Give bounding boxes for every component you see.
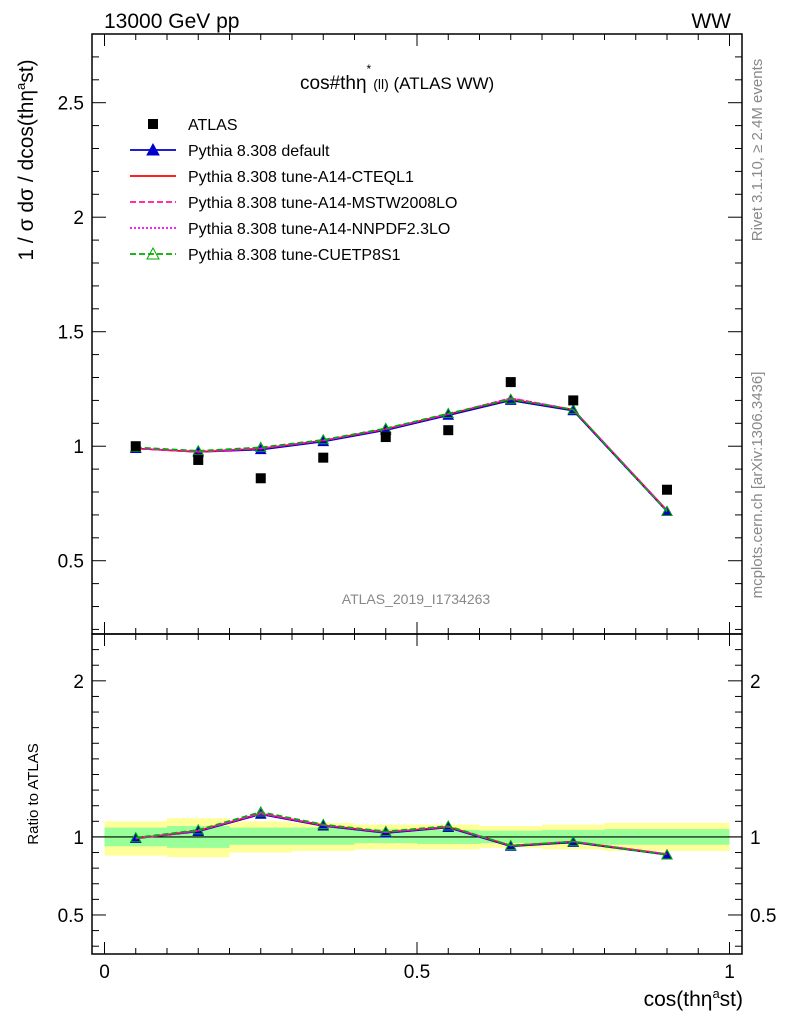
series-marker-4 [504, 393, 517, 404]
band-inner-bin [292, 827, 355, 845]
ratio-uncertainty-bands [92, 818, 742, 858]
x-axis-label: cos(thηast) [644, 986, 743, 1011]
data-point [130, 441, 141, 452]
legend-label-1: Pythia 8.308 tune-A14-CTEQL1 [188, 169, 414, 186]
ratio-y-tick-label-right: 0.5 [750, 906, 776, 927]
series-line-4 [135, 398, 668, 513]
ratio-marker-4 [192, 823, 205, 835]
legend-marker-data [148, 119, 158, 129]
ratio-y-tick-label-right: 1 [750, 828, 761, 849]
ratio-marker-4 [317, 818, 330, 829]
header-process-label: WW [691, 10, 731, 33]
ratio-marker-4 [504, 839, 517, 851]
ratio-plot-frame [91, 633, 743, 955]
ratio-y-tick-label-left: 2 [73, 672, 84, 693]
legend-label-0: Pythia 8.308 default [188, 143, 330, 160]
series-line-1 [135, 398, 668, 511]
series-line-2 [135, 397, 668, 511]
data-point [443, 425, 454, 436]
x-tick-label: 1 [724, 962, 735, 983]
legend-label-3: Pythia 8.308 tune-A14-NNPDF2.3LO [188, 221, 450, 238]
ratio-y-tick-label-right: 2 [750, 672, 761, 693]
data-point [568, 395, 579, 406]
ratio-y-tick-label-left: 0.5 [58, 906, 84, 927]
data-point [318, 452, 329, 463]
ratio-marker-4 [567, 835, 580, 847]
ratio-line-4 [135, 811, 668, 856]
mcplots-source-label: mcplots.cern.ch [arXiv:1306.3436] [749, 372, 766, 599]
series-line-3 [135, 397, 668, 511]
x-tick-label: 0 [99, 962, 110, 983]
top-y-tick-label: 1.5 [58, 323, 84, 344]
legend-label-4: Pythia 8.308 tune-CUETP8S1 [188, 247, 401, 264]
top-y-tick-label: 0.5 [58, 552, 84, 573]
series-marker-4 [192, 444, 205, 456]
ratio-marker-4 [254, 805, 267, 817]
legend: ATLAS Pythia 8.308 default Pythia 8.308 tu… [130, 117, 457, 264]
data-point [380, 432, 391, 443]
ratio-y-axis-label: Ratio to ATLAS [25, 743, 42, 844]
legend-label-data: ATLAS [188, 117, 238, 134]
ratio-series-layer [129, 805, 673, 860]
series-marker-4 [661, 505, 673, 516]
top-y-tick-label: 1 [73, 437, 84, 458]
series-marker-4 [567, 403, 580, 415]
ratio-marker-4 [661, 848, 673, 860]
ratio-marker-4 [379, 825, 392, 836]
legend-label-2: Pythia 8.308 tune-A14-MSTW2008LO [188, 195, 457, 212]
main-series-layer [129, 377, 673, 516]
series-marker-4 [317, 433, 330, 445]
series-marker-4 [254, 441, 267, 452]
ratio-y-tick-label-left: 1 [73, 828, 84, 849]
ratio-marker-4 [129, 831, 142, 843]
band-inner-bin [229, 827, 292, 845]
top-y-axis-label: 1 / σ dσ / dcos(thηast) [13, 59, 38, 260]
rivet-version-label: Rivet 3.1.10, ≥ 2.4M events [749, 59, 766, 242]
legend-marker-0 [146, 142, 160, 156]
analysis-id-watermark: ATLAS_2019_I1734263 [342, 591, 491, 607]
data-point [255, 473, 266, 484]
plot-title: cos#thη*(ll) (ATLAS WW) [300, 62, 494, 94]
data-point [662, 484, 672, 495]
data-point [193, 454, 204, 465]
series-marker-4 [442, 407, 455, 418]
axes-layer: 0 0.5 1 0.5 1 1.5 2 2.5 0.5 0.5 1 1 2 2 [58, 33, 776, 983]
top-y-tick-label: 2.5 [58, 94, 84, 115]
data-point [505, 377, 516, 388]
top-y-tick-label: 2 [73, 208, 84, 229]
series-line-0 [135, 399, 668, 513]
legend-marker-4 [146, 246, 160, 260]
ratio-marker-4 [442, 819, 455, 831]
header-energy-label: 13000 GeV pp [104, 10, 239, 33]
x-tick-label: 0.5 [404, 962, 430, 983]
